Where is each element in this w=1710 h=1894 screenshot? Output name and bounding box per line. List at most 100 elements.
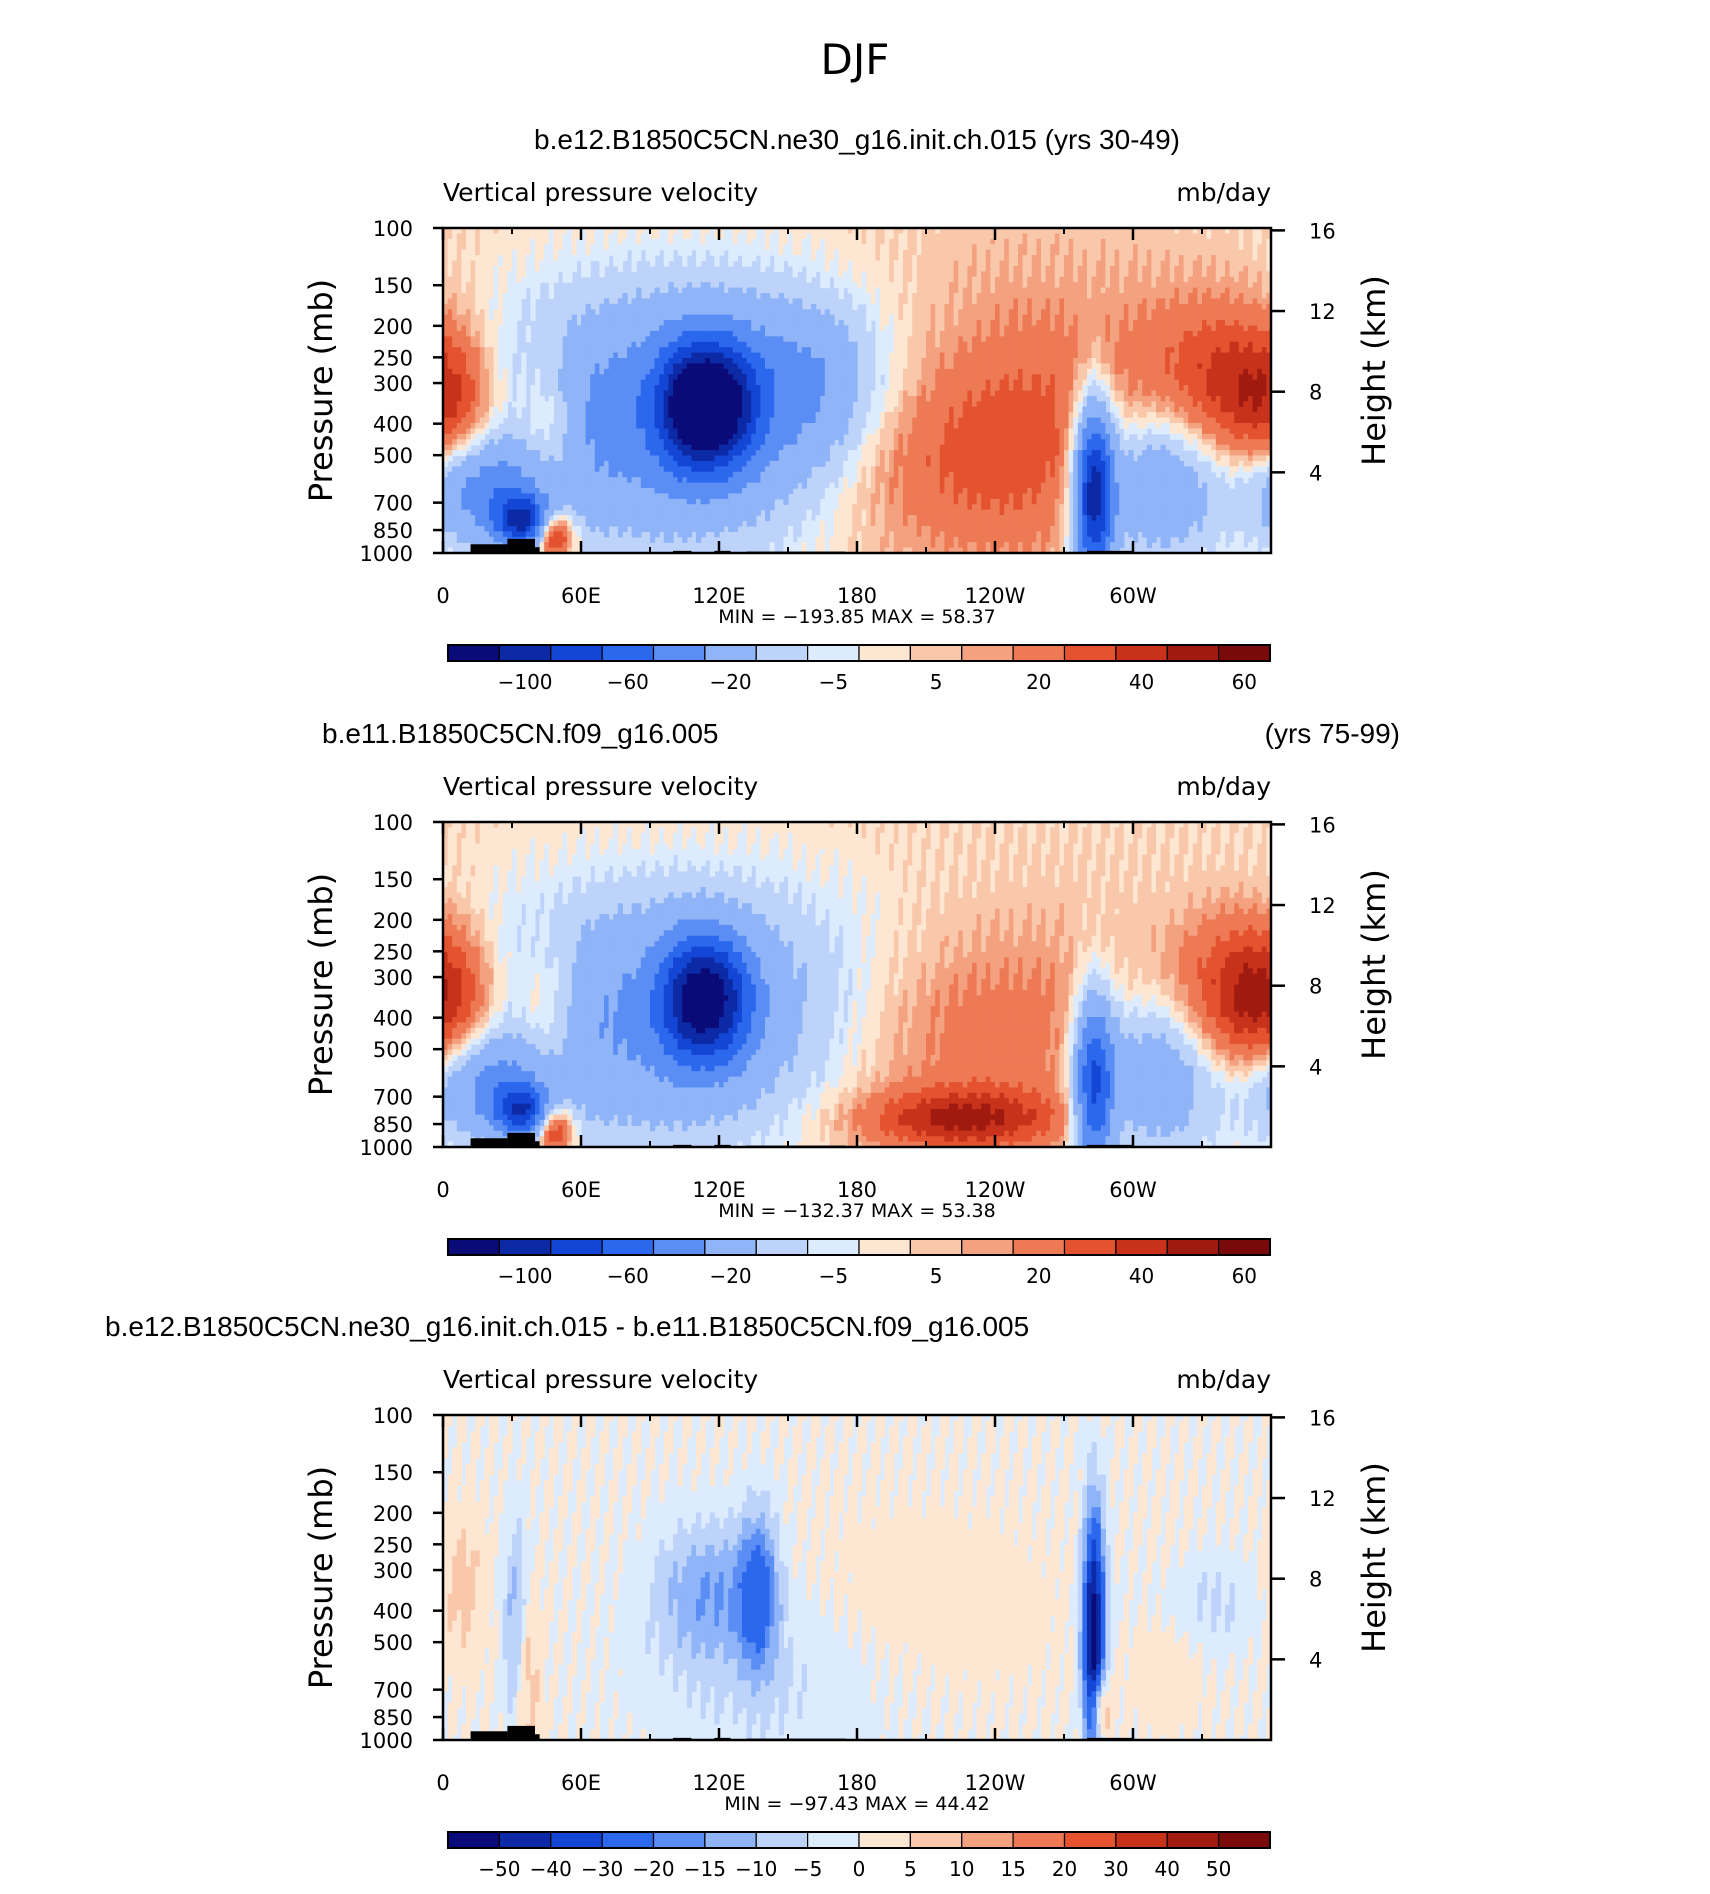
field-cell bbox=[737, 395, 743, 402]
field-cell bbox=[535, 282, 541, 289]
field-cell bbox=[640, 466, 646, 473]
field-cell bbox=[691, 482, 697, 489]
field-cell bbox=[829, 433, 835, 440]
field-cell bbox=[447, 450, 453, 457]
field-cell bbox=[769, 401, 775, 408]
field-cell bbox=[659, 309, 665, 316]
field-cell bbox=[723, 433, 729, 440]
field-cell bbox=[898, 276, 904, 283]
field-cell bbox=[640, 460, 646, 467]
field-cell bbox=[470, 423, 476, 430]
field-cell bbox=[723, 401, 729, 408]
field-cell bbox=[479, 374, 485, 381]
field-cell bbox=[847, 531, 853, 538]
field-cell bbox=[700, 471, 706, 478]
field-cell bbox=[452, 390, 458, 397]
field-cell bbox=[783, 358, 789, 365]
field-cell bbox=[778, 255, 784, 262]
field-cell bbox=[884, 515, 890, 522]
field-cell bbox=[820, 531, 826, 538]
field-cell bbox=[884, 547, 890, 553]
field-cell bbox=[677, 460, 683, 467]
field-cell bbox=[705, 336, 711, 343]
field-cell bbox=[866, 282, 872, 289]
field-cell bbox=[742, 406, 748, 413]
field-cell bbox=[765, 460, 771, 467]
field-cell bbox=[898, 325, 904, 332]
field-cell bbox=[875, 249, 881, 256]
field-cell bbox=[857, 498, 863, 505]
field-cell bbox=[571, 260, 577, 267]
field-cell bbox=[535, 293, 541, 300]
field-cell bbox=[824, 493, 830, 500]
field-cell bbox=[659, 238, 665, 245]
field-cell bbox=[640, 477, 646, 484]
field-cell bbox=[581, 401, 587, 408]
field-cell bbox=[516, 265, 522, 272]
field-cell bbox=[590, 228, 596, 235]
field-cell bbox=[709, 374, 715, 381]
field-cell bbox=[875, 488, 881, 495]
field-cell bbox=[778, 417, 784, 424]
field-cell bbox=[843, 525, 849, 532]
field-cell bbox=[728, 314, 734, 321]
field-cell bbox=[622, 428, 628, 435]
field-cell bbox=[576, 531, 582, 538]
field-cell bbox=[709, 525, 715, 532]
field-cell bbox=[498, 347, 504, 354]
field-cell bbox=[847, 455, 853, 462]
field-cell bbox=[719, 428, 725, 435]
field-cell bbox=[608, 330, 614, 337]
field-cell bbox=[631, 423, 637, 430]
field-cell bbox=[613, 320, 619, 327]
field-cell bbox=[746, 450, 752, 457]
field-cell bbox=[903, 320, 909, 327]
field-cell bbox=[774, 330, 780, 337]
field-cell bbox=[470, 395, 476, 402]
field-cell bbox=[755, 439, 761, 446]
field-cell bbox=[870, 265, 876, 272]
field-cell bbox=[466, 363, 472, 370]
field-cell bbox=[820, 347, 826, 354]
field-cell bbox=[751, 244, 757, 251]
field-cell bbox=[829, 363, 835, 370]
field-cell bbox=[475, 525, 481, 532]
field-cell bbox=[493, 498, 499, 505]
field-cell bbox=[893, 493, 899, 500]
field-cell bbox=[484, 233, 490, 240]
field-cell bbox=[585, 450, 591, 457]
field-cell bbox=[824, 525, 830, 532]
field-cell bbox=[489, 525, 495, 532]
field-cell bbox=[663, 228, 669, 235]
field-cell bbox=[594, 228, 600, 235]
field-cell bbox=[765, 336, 771, 343]
field-cell bbox=[567, 271, 573, 278]
field-cell bbox=[650, 477, 656, 484]
field-cell bbox=[516, 455, 522, 462]
field-cell bbox=[760, 493, 766, 500]
field-cell bbox=[654, 450, 660, 457]
field-cell bbox=[521, 249, 527, 256]
field-cell bbox=[475, 455, 481, 462]
field-cell bbox=[673, 244, 679, 251]
field-cell bbox=[700, 228, 706, 235]
field-cell bbox=[898, 504, 904, 511]
field-cell bbox=[737, 488, 743, 495]
field-cell bbox=[484, 244, 490, 251]
field-cell bbox=[622, 433, 628, 440]
field-cell bbox=[788, 460, 794, 467]
field-cell bbox=[507, 260, 513, 267]
field-cell bbox=[870, 249, 876, 256]
field-cell bbox=[893, 395, 899, 402]
field-cell bbox=[535, 260, 541, 267]
field-cell bbox=[889, 320, 895, 327]
field-cell bbox=[571, 401, 577, 408]
field-cell bbox=[631, 385, 637, 392]
field-cell bbox=[627, 433, 633, 440]
field-cell bbox=[751, 293, 757, 300]
field-cell bbox=[654, 406, 660, 413]
field-cell bbox=[548, 498, 554, 505]
field-cell bbox=[838, 282, 844, 289]
field-cell bbox=[562, 238, 568, 245]
field-cell bbox=[774, 228, 780, 235]
